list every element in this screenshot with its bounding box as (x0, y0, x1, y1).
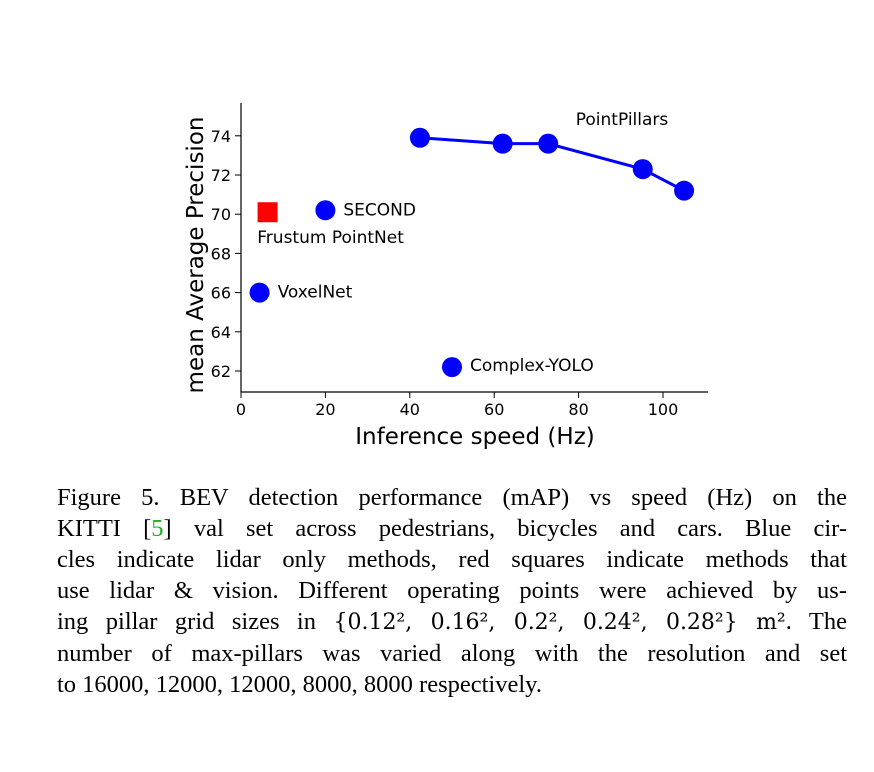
pointpillars-marker (632, 159, 653, 180)
x-tick-label: 80 (568, 400, 588, 419)
complex-yolo-marker (442, 357, 462, 378)
y-tick-label: 74 (211, 127, 231, 146)
x-axis-title: Inference speed (Hz) (355, 424, 595, 450)
second-label: SECOND (343, 200, 416, 220)
caption-line-2: KITTI [5] val set across pedestrians, bi… (57, 513, 847, 544)
axes (240, 103, 708, 393)
y-axis-title: mean Average Precision (183, 117, 209, 394)
frustum-pointnet-label: Frustum PointNet (257, 228, 404, 248)
caption-line-3: cles indicate lidar only methods, red sq… (57, 546, 847, 573)
x-tick-label: 0 (236, 400, 246, 419)
figure-caption: Figure 5. BEV detection performance (mAP… (57, 482, 847, 700)
second-marker (315, 200, 336, 221)
y-tick-label: 68 (211, 244, 231, 263)
labels-layer: PointPillars SECOND Frustum PointNet VoxelN… (257, 110, 668, 376)
caption-line-5: ing pillar grid sizes in {0.12², 0.16², … (57, 606, 847, 638)
caption-line-1: Figure 5. BEV detection performance (mAP… (57, 484, 847, 511)
voxelnet-label: VoxelNet (278, 283, 353, 303)
frustum-pointnet-marker (257, 202, 278, 223)
y-tick-label: 62 (211, 362, 231, 381)
points-layer (249, 127, 695, 378)
pointpillars-marker (674, 180, 695, 201)
complex-yolo-label: Complex-YOLO (470, 356, 594, 376)
citation-link[interactable]: 5 (151, 515, 164, 542)
x-tick-label: 100 (648, 400, 679, 419)
y-tick-label: 64 (211, 323, 231, 342)
pointpillars-marker (492, 133, 513, 154)
x-tick-label: 40 (400, 400, 420, 419)
y-tick-label: 72 (211, 166, 231, 185)
caption-text: KITTI [ (57, 515, 152, 542)
pointpillars-marker (538, 133, 559, 154)
y-tick-label: 66 (211, 284, 231, 303)
x-tick-label: 60 (484, 400, 504, 419)
caption-text: . The (785, 608, 847, 635)
caption-math: {0.12², 0.16², 0.2², 0.24², 0.28²} m² (333, 610, 786, 635)
figure-plot: 0 20 40 60 80 100 62 64 66 68 70 72 74 PointPillars S… (183, 103, 708, 450)
pointpillars-label: PointPillars (576, 110, 669, 130)
voxelnet-marker (249, 282, 270, 303)
pointpillars-marker (409, 127, 430, 148)
caption-line-6: number of max-pillars was varied along w… (57, 640, 847, 667)
y-tick-label: 70 (211, 205, 231, 224)
ticks: 0 20 40 60 80 100 62 64 66 68 70 72 74 (211, 127, 679, 419)
caption-text: ] val set across pedestrians, bicycles a… (163, 515, 847, 542)
caption-line-4: use lidar & vision. Different operating … (57, 577, 847, 604)
caption-line-7: to 16000, 12000, 12000, 8000, 8000 respe… (57, 671, 542, 698)
x-tick-label: 20 (315, 400, 335, 419)
caption-text: ing pillar grid sizes in (57, 608, 334, 635)
